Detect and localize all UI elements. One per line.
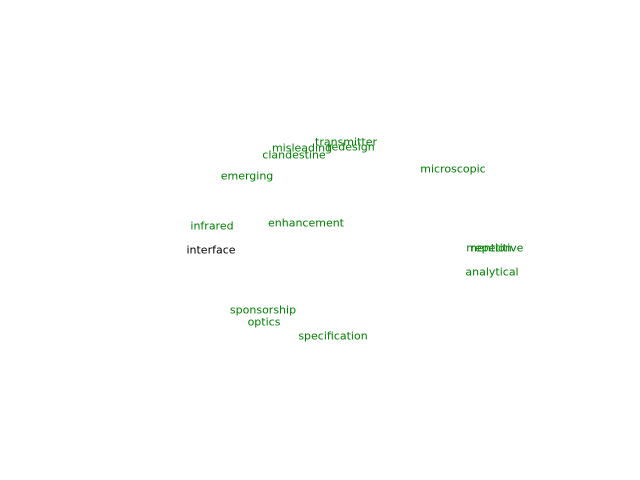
word-interface: interface [186, 244, 235, 257]
word-optics: optics [248, 316, 281, 329]
word-mention: mention [466, 242, 512, 255]
word-infrared: infrared [190, 220, 233, 233]
word-enhancement: enhancement [268, 217, 344, 230]
word-microscopic: microscopic [420, 163, 485, 176]
word-clandestine: clandestine [262, 149, 325, 162]
word-analytical: analytical [465, 266, 518, 279]
word-emerging: emerging [221, 170, 274, 183]
word-specification: specification [298, 330, 367, 343]
word-redesign: redesign [327, 141, 375, 154]
